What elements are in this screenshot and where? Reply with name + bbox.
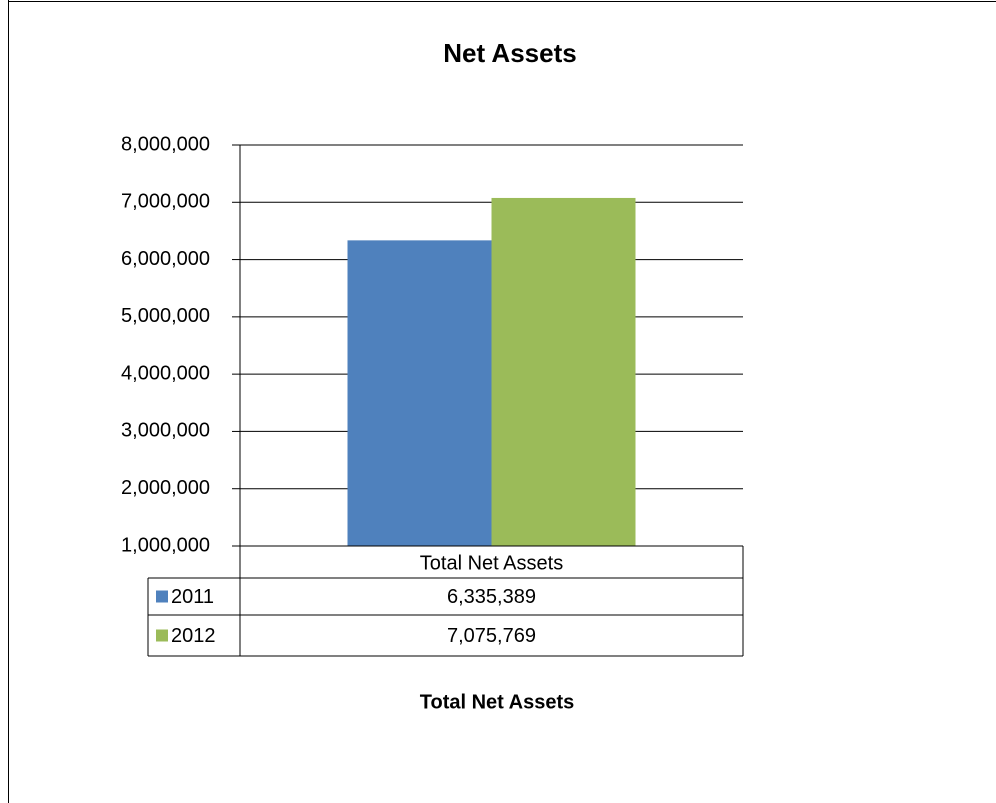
y-tick-label: 2,000,000 bbox=[121, 477, 210, 499]
table-value: 7,075,769 bbox=[447, 625, 536, 647]
bar bbox=[491, 197, 636, 546]
x-axis-title: Total Net Assets bbox=[420, 691, 574, 713]
legend-swatch bbox=[156, 590, 168, 603]
y-tick-label: 5,000,000 bbox=[121, 305, 210, 327]
legend-label: 2011 bbox=[171, 586, 214, 608]
legend-swatch bbox=[156, 629, 168, 642]
y-tick-label: 4,000,000 bbox=[121, 362, 210, 384]
bar bbox=[347, 240, 492, 546]
y-tick-label: 7,000,000 bbox=[121, 191, 210, 213]
y-tick-label: 3,000,000 bbox=[121, 420, 210, 442]
table-value: 6,335,389 bbox=[447, 586, 536, 608]
y-tick-label: 1,000,000 bbox=[121, 534, 210, 556]
y-tick-label: 6,000,000 bbox=[121, 248, 210, 270]
legend-label: 2012 bbox=[171, 625, 216, 647]
chart-title: Net Assets bbox=[443, 38, 576, 68]
y-tick-label: 8,000,000 bbox=[121, 133, 210, 155]
x-tick-label: Total Net Assets bbox=[420, 552, 563, 574]
